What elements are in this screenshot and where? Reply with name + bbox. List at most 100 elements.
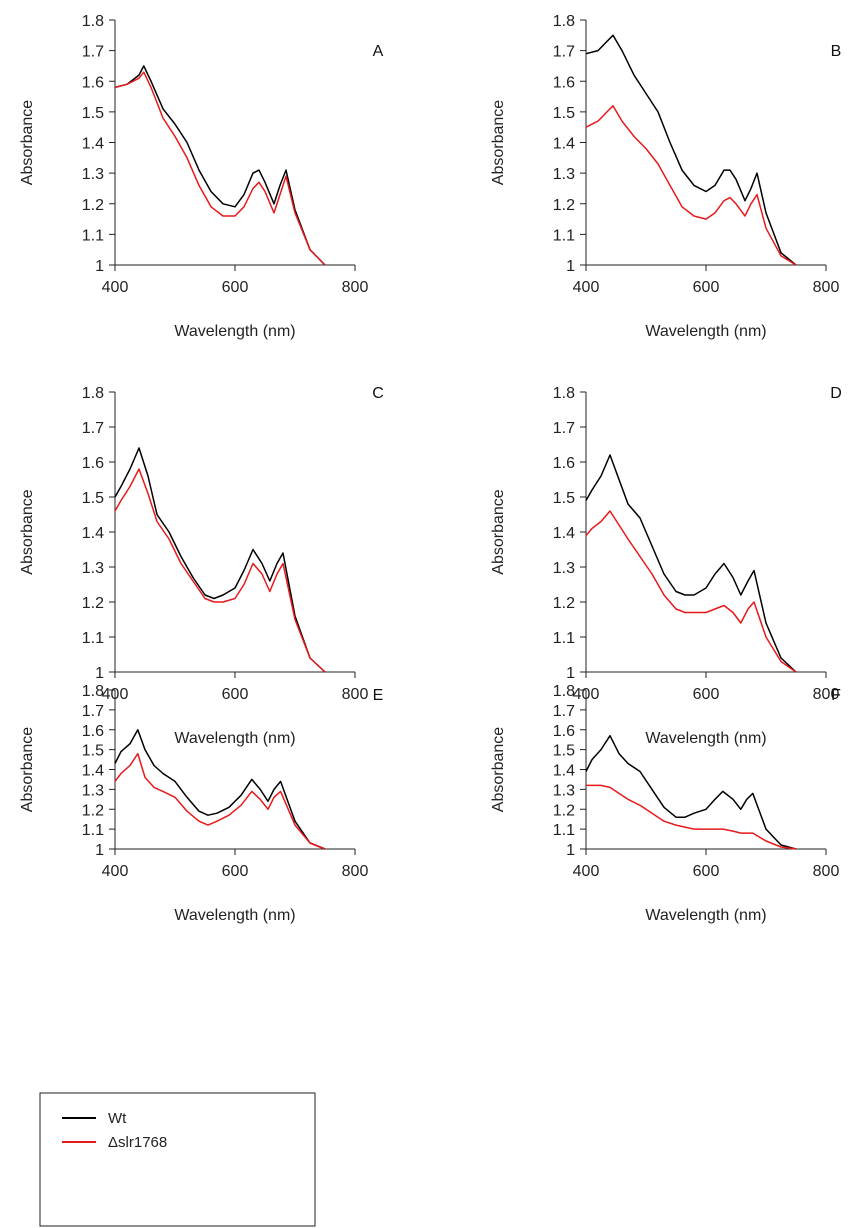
- y-tick-label: 1.2: [82, 197, 104, 214]
- y-tick-label: 1.1: [553, 227, 575, 244]
- legend-label: Wt: [108, 1110, 127, 1127]
- panel-letter: D: [830, 385, 842, 402]
- series-line-mutant: [114, 71, 326, 266]
- y-tick-label: 1.8: [553, 385, 575, 402]
- y-tick-label: 1.7: [553, 703, 575, 720]
- y-tick-label: 1.6: [553, 455, 575, 472]
- y-tick-label: 1.1: [553, 822, 575, 839]
- y-tick-label: 1.6: [553, 74, 575, 91]
- series-line-wt: [585, 734, 797, 850]
- y-tick-label: 1.2: [553, 197, 575, 214]
- y-tick-label: 1.3: [82, 782, 104, 799]
- x-tick-label: 400: [573, 863, 600, 880]
- series-line-wt: [585, 34, 797, 266]
- x-tick-label: 600: [693, 686, 720, 703]
- y-tick-label: 1.8: [553, 683, 575, 700]
- y-tick-label: 1.4: [82, 763, 104, 780]
- y-tick-label: 1.1: [82, 227, 104, 244]
- y-tick-label: 1.3: [553, 560, 575, 577]
- y-tick-label: 1.5: [82, 490, 104, 507]
- x-axis-title: Wavelength (nm): [645, 323, 766, 340]
- y-tick-label: 1.1: [82, 630, 104, 647]
- y-tick-label: 1: [95, 842, 104, 859]
- x-tick-label: 600: [222, 686, 249, 703]
- y-tick-label: 1.4: [82, 525, 104, 542]
- y-axis-title: Absorbance: [490, 727, 507, 812]
- legend-box: [39, 1092, 316, 1227]
- y-tick-label: 1.4: [82, 136, 104, 153]
- series-line-wt: [114, 447, 326, 673]
- y-tick-label: 1.2: [82, 595, 104, 612]
- y-tick-label: 1.3: [82, 166, 104, 183]
- y-tick-label: 1.1: [553, 630, 575, 647]
- x-tick-label: 800: [813, 279, 840, 296]
- panel-f: 1 1.1 1.2 1.3 1.4 1.5 1.6 1.7 1.8 400 600 800 Wavele…: [490, 683, 841, 924]
- y-tick-label: 1: [95, 665, 104, 682]
- y-tick-label: 1.7: [82, 703, 104, 720]
- y-axis-title: Absorbance: [490, 489, 507, 574]
- panel-letter: B: [831, 43, 842, 60]
- y-tick-label: 1.5: [553, 105, 575, 122]
- y-tick-label: 1.6: [553, 723, 575, 740]
- series-line-wt: [585, 454, 797, 673]
- y-tick-label: 1.3: [82, 560, 104, 577]
- x-tick-label: 600: [222, 863, 249, 880]
- y-axis-title: Absorbance: [19, 489, 36, 574]
- y-tick-label: 1.4: [553, 763, 575, 780]
- y-tick-label: 1: [566, 665, 575, 682]
- panel-letter: A: [373, 43, 384, 60]
- y-tick-label: 1.7: [82, 44, 104, 61]
- panel-e: 1 1.1 1.2 1.3 1.4 1.5 1.6 1.7 1.8 400 600 800 Wavele…: [19, 683, 383, 924]
- panel-a: 1 1.1 1.2 1.3 1.4 1.5 1.6 1.7 1.8 400 600 800 Wavele…: [19, 13, 384, 340]
- y-tick-label: 1.7: [82, 420, 104, 437]
- x-axis-title: Wavelength (nm): [645, 907, 766, 924]
- series-line-mutant: [585, 510, 797, 673]
- y-tick-label: 1.2: [553, 802, 575, 819]
- y-axis-title: Absorbance: [490, 100, 507, 185]
- y-tick-label: 1.5: [553, 743, 575, 760]
- x-tick-label: 800: [342, 863, 369, 880]
- series-line-mutant: [114, 468, 326, 673]
- x-axis-title: Wavelength (nm): [174, 907, 295, 924]
- y-tick-label: 1.8: [553, 13, 575, 30]
- x-tick-label: 800: [342, 686, 369, 703]
- panel-letter: F: [831, 687, 841, 704]
- series-line-mutant: [114, 752, 326, 850]
- panel-b: 1 1.1 1.2 1.3 1.4 1.5 1.6 1.7 1.8 400 600 800 Wavele…: [490, 13, 841, 340]
- y-tick-label: 1.8: [82, 13, 104, 30]
- y-tick-label: 1.5: [553, 490, 575, 507]
- x-tick-label: 600: [693, 863, 720, 880]
- y-tick-label: 1.4: [553, 136, 575, 153]
- legend: Wt Δslr1768: [39, 1092, 316, 1227]
- y-tick-label: 1.2: [553, 595, 575, 612]
- y-tick-label: 1.5: [82, 743, 104, 760]
- y-tick-label: 1.5: [82, 105, 104, 122]
- y-tick-label: 1.8: [82, 385, 104, 402]
- panel-letter: C: [372, 385, 384, 402]
- y-tick-label: 1.3: [553, 782, 575, 799]
- series-line-mutant: [585, 105, 797, 266]
- y-tick-label: 1: [95, 258, 104, 275]
- x-axis-title: Wavelength (nm): [174, 323, 295, 340]
- x-tick-label: 800: [813, 686, 840, 703]
- y-tick-label: 1.2: [82, 802, 104, 819]
- y-tick-label: 1.6: [82, 723, 104, 740]
- x-tick-label: 600: [693, 279, 720, 296]
- x-tick-label: 800: [813, 863, 840, 880]
- y-tick-label: 1.3: [553, 166, 575, 183]
- y-tick-label: 1.4: [553, 525, 575, 542]
- y-tick-label: 1.1: [82, 822, 104, 839]
- y-axis-title: Absorbance: [19, 727, 36, 812]
- x-axis-title: Wavelength (nm): [174, 730, 295, 747]
- x-tick-label: 400: [573, 279, 600, 296]
- y-axis-title: Absorbance: [19, 100, 36, 185]
- x-tick-label: 600: [222, 279, 249, 296]
- y-tick-label: 1.7: [553, 420, 575, 437]
- series-line-mutant: [586, 784, 797, 850]
- y-tick-label: 1: [566, 258, 575, 275]
- y-tick-label: 1.6: [82, 455, 104, 472]
- panel-letter: E: [373, 687, 384, 704]
